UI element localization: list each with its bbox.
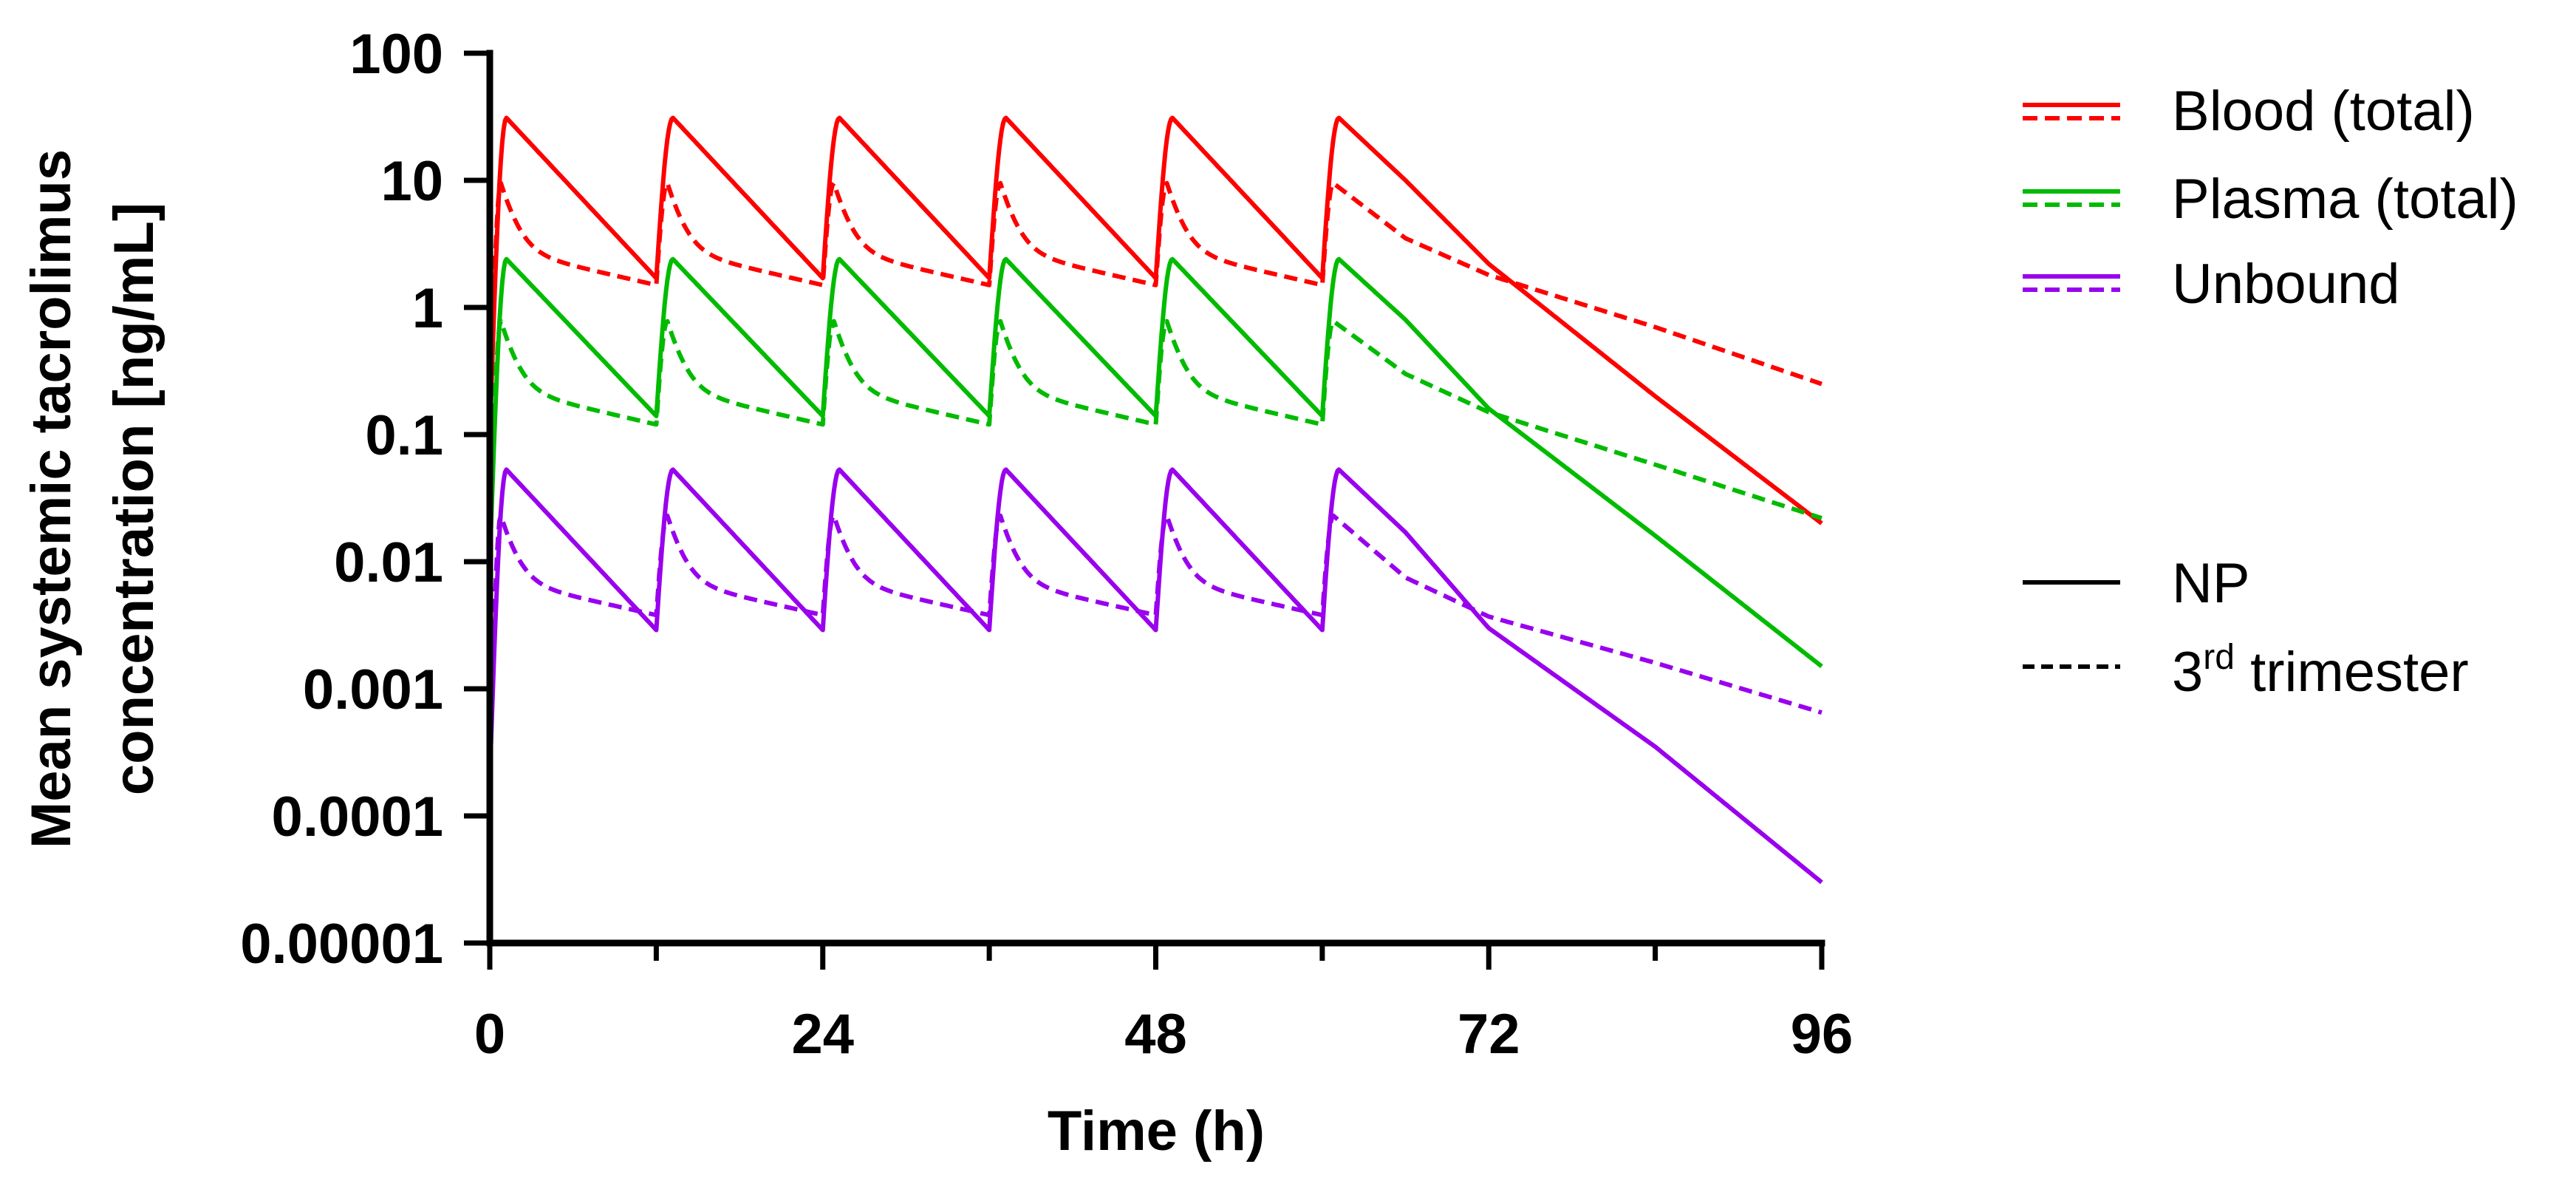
x-ticks: 0 24 48 72 96 (474, 943, 1853, 1066)
legend-plasma-label: Plasma (total) (2172, 168, 2518, 231)
x-axis-title: Time (h) (1048, 1100, 1265, 1163)
y-tick-label: 0.00001 (240, 913, 443, 976)
legend-item-unbound: Unbound (2023, 253, 2400, 316)
x-tick-label: 24 (791, 1003, 854, 1066)
legend-third-trimester-rest: trimester (2235, 641, 2469, 704)
plot-area (488, 115, 1823, 885)
legend-item-third-trimester: 3rd trimester (2023, 638, 2469, 704)
x-tick-label: 96 (1791, 1003, 1854, 1066)
axes: 100 10 1 0.1 0.01 0.001 0.0001 0.00001 0 24 48 72 9… (240, 23, 1853, 1066)
x-tick-label: 0 (474, 1003, 505, 1066)
legend-third-trimester-num: 3 (2172, 641, 2203, 704)
y-tick-label: 10 (380, 150, 443, 213)
y-ticks: 100 10 1 0.1 0.01 0.001 0.0001 0.00001 (240, 23, 490, 976)
y-tick-label: 0.01 (334, 531, 443, 594)
y-axis-title-2: concentration [ng/mL] (103, 202, 165, 795)
series-line-blood-total-3rd-trimester (488, 180, 1823, 435)
y-axis-title-line1: Mean systemic tacrolimus (20, 149, 83, 848)
legend-third-trimester-label: 3rd trimester (2172, 638, 2469, 704)
y-tick-label: 100 (349, 23, 443, 86)
legend-item-np: NP (2023, 552, 2250, 615)
y-tick-label: 0.0001 (272, 786, 443, 848)
legend-third-trimester-sup: rd (2203, 638, 2235, 677)
y-tick-label: 0.001 (303, 658, 443, 721)
legend-item-plasma: Plasma (total) (2023, 168, 2518, 231)
series-line-unbound-3rd-trimester (488, 513, 1823, 778)
x-tick-label: 48 (1124, 1003, 1187, 1066)
legend-item-blood: Blood (total) (2023, 80, 2475, 143)
y-axis-title: Mean systemic tacrolimus (20, 149, 83, 848)
series-line-unbound-np (488, 467, 1823, 885)
series-line-plasma-total-3rd-trimester (488, 319, 1823, 562)
y-tick-label: 0.1 (365, 404, 443, 467)
legend-np-label: NP (2172, 552, 2250, 615)
x-tick-label: 72 (1458, 1003, 1520, 1066)
legend-blood-label: Blood (total) (2172, 80, 2475, 143)
y-tick-label: 1 (412, 277, 443, 340)
legend: Blood (total) Plasma (total) Unbound NP … (2023, 80, 2518, 704)
y-axis-title-line2: concentration [ng/mL] (103, 202, 165, 795)
legend-unbound-label: Unbound (2172, 253, 2400, 316)
